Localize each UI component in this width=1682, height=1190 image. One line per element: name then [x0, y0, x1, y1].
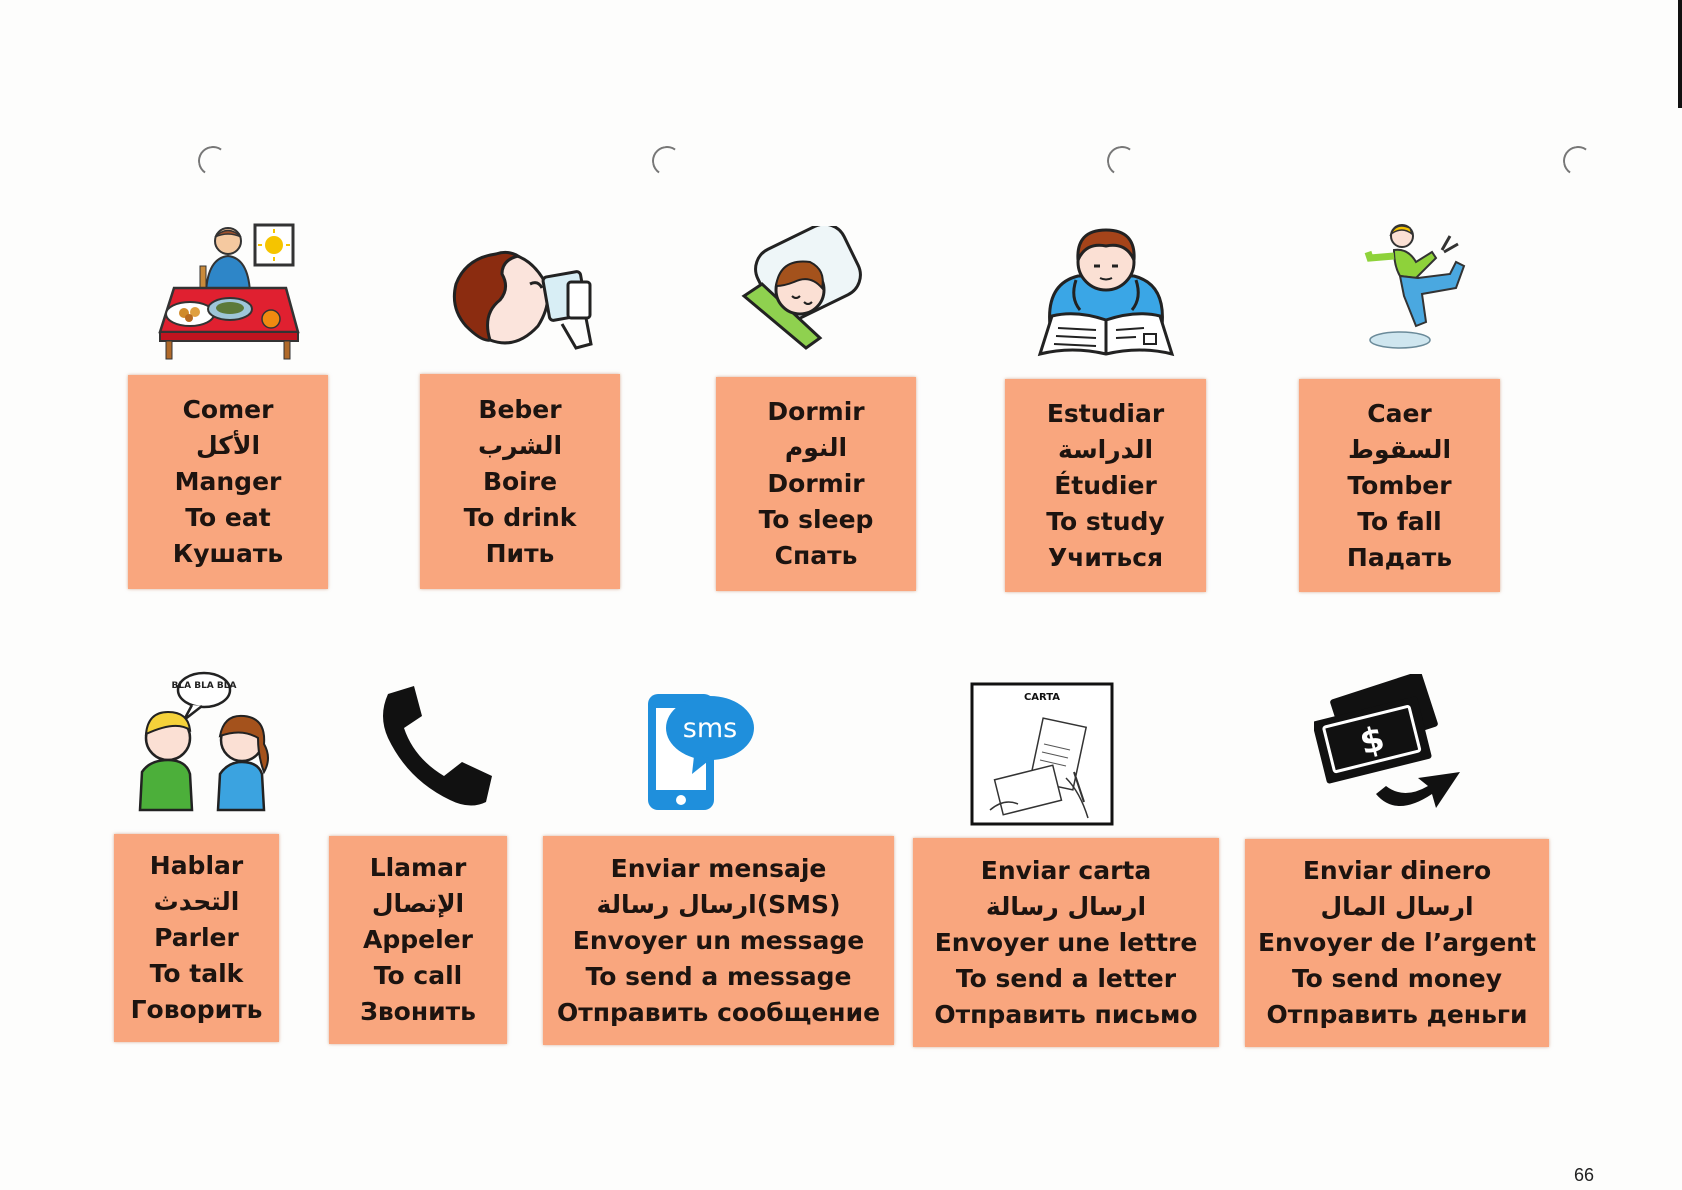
word-ar: ارسال المال [1320, 892, 1474, 921]
word-fr: Boire [482, 466, 558, 496]
vocab-card-call: Llamar الإتصال Appeler To call Звонить [329, 836, 507, 1044]
word-en: To send a message [585, 961, 852, 991]
vocab-card-drink: Beber الشرب Boire To drink Пить [420, 374, 620, 589]
binder-hole [195, 143, 231, 179]
vocab-card-eat: Comer الأكل Manger To eat Кушать [128, 375, 328, 589]
word-fr: Appeler [363, 925, 473, 954]
word-ru: Учиться [1047, 542, 1164, 572]
word-fr: Envoyer une lettre [934, 927, 1198, 957]
vocab-card-send-letter: Enviar carta ارسال رسالة Envoyer une let… [913, 838, 1219, 1047]
word-es: Beber [478, 394, 562, 424]
word-es: Enviar mensaje [610, 853, 827, 883]
word-fr: Étudier [1054, 470, 1157, 500]
sleeping-icon [740, 226, 870, 354]
send-money-icon: $ [1314, 674, 1464, 822]
word-ru: Падать [1346, 542, 1453, 572]
word-ru: Говорить [130, 995, 263, 1024]
word-ru: Отправить сообщение [556, 997, 881, 1027]
letter-caption: CARTA [1024, 692, 1060, 703]
vocab-card-send-message: Enviar mensaje ارسال رسالة(SMS) Envoyer … [543, 836, 894, 1045]
word-fr: Dormir [767, 469, 865, 498]
word-ar: الدراسة [1057, 434, 1154, 464]
word-ar: الإتصال [371, 889, 465, 918]
sms-phone-icon: sms [646, 690, 758, 814]
falling-icon [1360, 222, 1472, 352]
vocab-card-send-money: Enviar dinero ارسال المال Envoyer de l’a… [1245, 839, 1549, 1047]
word-es: Estudiar [1046, 398, 1165, 428]
word-en: To send a letter [955, 963, 1177, 993]
word-fr: Tomber [1347, 470, 1452, 500]
word-ar: ارسال رسالة [985, 891, 1147, 921]
word-ar: ارسال رسالة(SMS) [596, 889, 841, 919]
binder-hole [1104, 143, 1140, 179]
word-en: To send money [1291, 964, 1503, 993]
vocab-card-fall: Caer السقوط Tomber To fall Падать [1299, 379, 1500, 592]
word-en: To drink [463, 502, 577, 532]
drinking-icon [446, 244, 606, 350]
word-es: Enviar carta [980, 855, 1152, 885]
word-en: To eat [185, 503, 271, 532]
word-ru: Пить [485, 538, 555, 568]
phone-handset-icon [374, 684, 500, 810]
word-en: To sleep [758, 505, 874, 534]
word-ru: Кушать [172, 539, 284, 568]
letter-icon: CARTA [970, 682, 1114, 826]
word-en: To fall [1357, 506, 1442, 536]
word-es: Dormir [767, 397, 865, 426]
word-ar: الأكل [195, 431, 261, 460]
vocab-card-study: Estudiar الدراسة Étudier To study Учитьс… [1005, 379, 1206, 592]
word-es: Hablar [149, 851, 244, 880]
word-ar: الشرب [477, 430, 563, 460]
word-en: To call [373, 961, 463, 990]
vocab-card-talk: Hablar التحدث Parler To talk Говорить [114, 834, 279, 1042]
vocab-card-sleep: Dormir النوم Dormir To sleep Спать [716, 377, 916, 591]
speech-bubble-text: BLA BLA BLA [172, 681, 237, 691]
word-ar: التحدث [153, 887, 240, 916]
word-fr: Envoyer un message [572, 925, 865, 955]
word-fr: Parler [154, 923, 239, 952]
studying-book-icon [1036, 220, 1176, 358]
binder-hole [1560, 143, 1596, 179]
talking-people-icon: BLA BLA BLA [132, 668, 278, 814]
word-fr: Manger [174, 467, 282, 496]
word-es: Llamar [369, 853, 467, 882]
word-ru: Отправить деньги [1266, 1000, 1528, 1029]
binder-hole [649, 143, 685, 179]
word-en: To study [1046, 506, 1165, 536]
word-ar: السقوط [1347, 434, 1452, 464]
page-number: 66 [1573, 1165, 1594, 1185]
word-fr: Envoyer de l’argent [1257, 928, 1537, 957]
word-es: Comer [182, 395, 274, 424]
word-ru: Звонить [360, 997, 476, 1026]
word-ru: Спать [774, 541, 858, 570]
word-es: Caer [1367, 398, 1432, 428]
scan-edge-mark [1678, 0, 1682, 108]
sms-badge-text: sms [683, 713, 737, 744]
word-es: Enviar dinero [1302, 856, 1492, 885]
word-ru: Отправить письмо [934, 999, 1198, 1029]
word-en: To talk [149, 959, 244, 988]
word-ar: النوم [784, 433, 848, 462]
eating-at-table-icon [158, 222, 303, 364]
